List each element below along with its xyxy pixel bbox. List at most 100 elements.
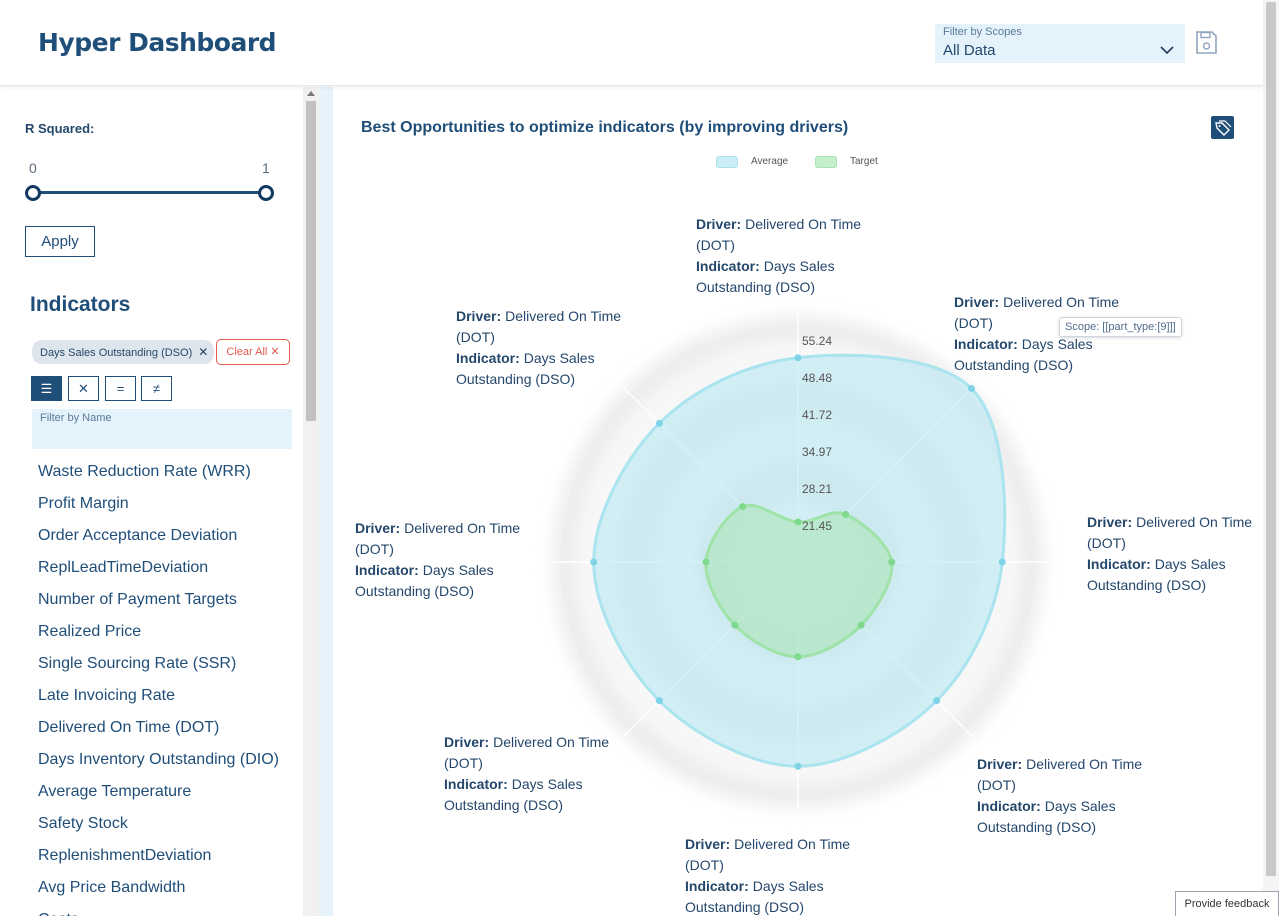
indicator-list-item[interactable]: Delivered On Time (DOT)	[38, 719, 220, 736]
chip-close-icon[interactable]: ✕	[198, 345, 209, 359]
indicator-list-item[interactable]: ReplLeadTimeDeviation	[38, 559, 209, 576]
provide-feedback-button[interactable]: Provide feedback	[1175, 891, 1279, 916]
sidebar: R Squared: 0 1 Apply Indicators Days Sal…	[0, 87, 303, 916]
axis-label-line: Indicator: Days Sales	[1087, 556, 1226, 572]
sidebar-scrollbar-thumb[interactable]	[306, 101, 316, 421]
axis-label-line: Driver: Delivered On Time	[696, 216, 861, 232]
indicator-list-item[interactable]: Profit Margin	[38, 495, 129, 512]
axis-label-line: (DOT)	[954, 315, 993, 331]
series-target-point[interactable]	[794, 653, 802, 661]
app-title: Hyper Dashboard	[38, 28, 277, 57]
chevron-down-icon[interactable]	[1159, 42, 1175, 58]
axis-label-value: (DOT)	[355, 541, 394, 557]
filter-equal-button[interactable]: =	[105, 376, 136, 401]
filter-all-button[interactable]: ☰	[31, 376, 62, 401]
axis-label: Driver: Delivered On Time(DOT)Indicator: D…	[1087, 514, 1252, 593]
indicator-list-item[interactable]: Average Temperature	[38, 783, 192, 800]
legend-target-label: Target	[850, 156, 878, 167]
indicator-list-item[interactable]: Single Sourcing Rate (SSR)	[38, 655, 237, 672]
indicator-list-item[interactable]: Number of Payment Targets	[38, 591, 237, 608]
series-target-point[interactable]	[731, 621, 739, 629]
series-target-point[interactable]	[857, 621, 865, 629]
axis-label-line: Outstanding (DSO)	[1087, 577, 1206, 593]
axis-label-line: Indicator: Days Sales	[355, 562, 494, 578]
tag-icon[interactable]	[1211, 116, 1234, 139]
indicator-list-item[interactable]: ReplenishmentDeviation	[38, 847, 212, 864]
series-average-point[interactable]	[794, 762, 802, 770]
indicator-list-item[interactable]: Avg Price Bandwidth	[38, 879, 186, 896]
radial-tick-label: 48.48	[802, 371, 832, 385]
series-target-point[interactable]	[702, 558, 710, 566]
scope-value: All Data	[943, 42, 996, 59]
axis-label-value: Delivered On Time	[1026, 756, 1142, 772]
page-scrollbar[interactable]	[1263, 0, 1279, 916]
indicator-list-item[interactable]: Days Inventory Outstanding (DIO)	[38, 751, 279, 768]
panel-divider	[319, 87, 333, 916]
save-icon[interactable]	[1194, 30, 1218, 56]
r-squared-slider-track[interactable]	[33, 191, 266, 194]
filter-label: Filter by Name	[40, 412, 112, 424]
axis-label-line: Driver: Delivered On Time	[355, 520, 520, 536]
indicator-list-item[interactable]: Waste Reduction Rate (WRR)	[38, 463, 251, 480]
series-average-point[interactable]	[967, 385, 975, 393]
radial-tick-label: 28.21	[802, 482, 832, 496]
axis-label-key: Indicator:	[1087, 556, 1151, 572]
axis-label-value: (DOT)	[977, 777, 1016, 793]
indicator-list-item[interactable]: Realized Price	[38, 623, 142, 640]
axis-label-value: Delivered On Time	[745, 216, 861, 232]
slider-max-handle[interactable]	[258, 185, 274, 201]
series-average-point[interactable]	[590, 558, 598, 566]
slider-min-label: 0	[29, 160, 37, 176]
scroll-up-icon[interactable]	[307, 91, 315, 96]
series-target-point[interactable]	[739, 503, 747, 511]
series-target-point[interactable]	[888, 558, 896, 566]
axis-label-line: Outstanding (DSO)	[355, 583, 474, 599]
axis-label-value: Delivered On Time	[1003, 294, 1119, 310]
slider-min-handle[interactable]	[25, 185, 41, 201]
axis-label-line: (DOT)	[685, 857, 724, 873]
axis-label-line: Driver: Delivered On Time	[456, 308, 621, 324]
indicator-list-item[interactable]: Late Invoicing Rate	[38, 687, 175, 704]
page-scrollbar-thumb[interactable]	[1266, 2, 1276, 876]
series-target-point[interactable]	[794, 518, 802, 526]
filter-by-name-input[interactable]: Filter by Name	[32, 409, 292, 449]
axis-label-line: Outstanding (DSO)	[444, 797, 563, 813]
axis-label-value: Outstanding (DSO)	[977, 819, 1096, 835]
chip-label: Days Sales Outstanding (DSO)	[40, 347, 193, 359]
scope-select[interactable]: Filter by Scopes All Data	[935, 24, 1185, 63]
series-average-point[interactable]	[655, 419, 663, 427]
filter-none-button[interactable]: ✕	[68, 376, 99, 401]
axis-label-line: Driver: Delivered On Time	[977, 756, 1142, 772]
axis-label-line: Driver: Delivered On Time	[954, 294, 1119, 310]
series-average-point[interactable]	[794, 354, 802, 362]
series-average-point[interactable]	[998, 558, 1006, 566]
clear-all-label: Clear All	[226, 346, 268, 358]
axis-label-value: Outstanding (DSO)	[1087, 577, 1206, 593]
axis-label-value: Delivered On Time	[404, 520, 520, 536]
axis-label-value: (DOT)	[444, 755, 483, 771]
scope-tooltip: Scope: [[part_type:[9]]]	[1059, 317, 1182, 337]
axis-label-value: Days Sales	[1022, 336, 1093, 352]
series-average-point[interactable]	[933, 697, 941, 705]
clear-all-button[interactable]: Clear All ✕	[216, 339, 290, 365]
indicator-list-item[interactable]: Costs	[38, 911, 279, 916]
radial-tick-label: 41.72	[802, 408, 832, 422]
sidebar-scrollbar[interactable]	[303, 87, 319, 916]
axis-label-value: (DOT)	[1087, 535, 1126, 551]
indicator-list-item[interactable]: Safety Stock	[38, 815, 128, 832]
axis-label-line: (DOT)	[444, 755, 483, 771]
series-average-point[interactable]	[655, 697, 663, 705]
legend-average-swatch	[716, 156, 738, 168]
axis-label-line: (DOT)	[456, 329, 495, 345]
series-target-point[interactable]	[842, 510, 850, 518]
filter-not-equal-button[interactable]: ≠	[141, 376, 172, 401]
main-panel: Best Opportunities to optimize indicator…	[333, 87, 1263, 916]
indicator-list-item[interactable]: Order Acceptance Deviation	[38, 527, 238, 544]
axis-label-line: (DOT)	[696, 237, 735, 253]
apply-button[interactable]: Apply	[25, 226, 95, 257]
axis-label-value: Outstanding (DSO)	[954, 357, 1073, 373]
scope-label: Filter by Scopes	[943, 26, 1022, 38]
axis-label-key: Driver:	[696, 216, 741, 232]
